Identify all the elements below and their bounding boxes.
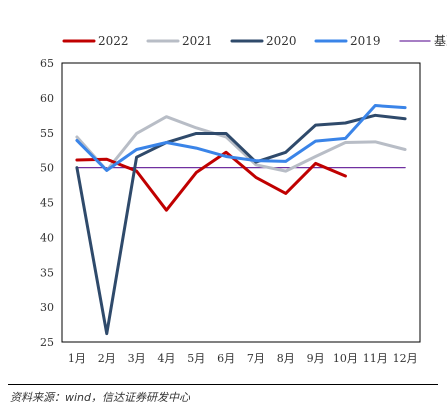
series-line-2021 — [75, 115, 407, 173]
legend-label-2020: 2020 — [266, 34, 297, 48]
source-divider — [8, 384, 438, 385]
series-line-2020 — [75, 113, 407, 336]
y-axis: 25 30 35 40 45 50 55 60 65 — [40, 57, 54, 349]
x-tick-label: 10月 — [333, 352, 358, 365]
series-line-2022 — [75, 150, 347, 212]
series-line-2019 — [75, 104, 407, 172]
x-tick-label: 2月 — [98, 352, 116, 365]
x-tick-label: 11月 — [363, 352, 388, 365]
legend: 2022 2021 2020 2019 基准 — [62, 34, 447, 48]
x-tick-label: 7月 — [247, 352, 265, 365]
legend-label-基准: 基准 — [434, 34, 447, 48]
legend-label-2019: 2019 — [350, 34, 381, 48]
plot-frame — [61, 62, 421, 343]
x-tick-label: 9月 — [307, 352, 325, 365]
legend-label-2021: 2021 — [182, 34, 213, 48]
y-tick-label: 30 — [40, 301, 54, 314]
y-tick-label: 50 — [40, 162, 54, 175]
y-tick-label: 55 — [40, 127, 54, 140]
legend-label-2022: 2022 — [98, 34, 129, 48]
y-tick-label: 25 — [40, 336, 54, 349]
x-tick-label: 8月 — [277, 352, 295, 365]
y-tick-label: 65 — [40, 57, 54, 70]
x-axis: 1月 2月 3月 4月 5月 6月 7月 8月 9月 10月 11月 12月 — [68, 352, 418, 365]
x-tick-label: 1月 — [68, 352, 86, 365]
y-tick-label: 60 — [40, 92, 54, 105]
y-tick-label: 45 — [40, 197, 54, 210]
x-tick-label: 6月 — [217, 352, 235, 365]
x-tick-label: 5月 — [187, 352, 205, 365]
series-layer — [75, 104, 407, 336]
source-note: 资料来源：wind，信达证券研发中心 — [10, 391, 191, 404]
x-tick-label: 3月 — [128, 352, 146, 365]
x-tick-label: 12月 — [393, 352, 418, 365]
x-tick-label: 4月 — [157, 352, 175, 365]
y-tick-label: 35 — [40, 266, 54, 279]
y-tick-label: 40 — [40, 231, 54, 244]
